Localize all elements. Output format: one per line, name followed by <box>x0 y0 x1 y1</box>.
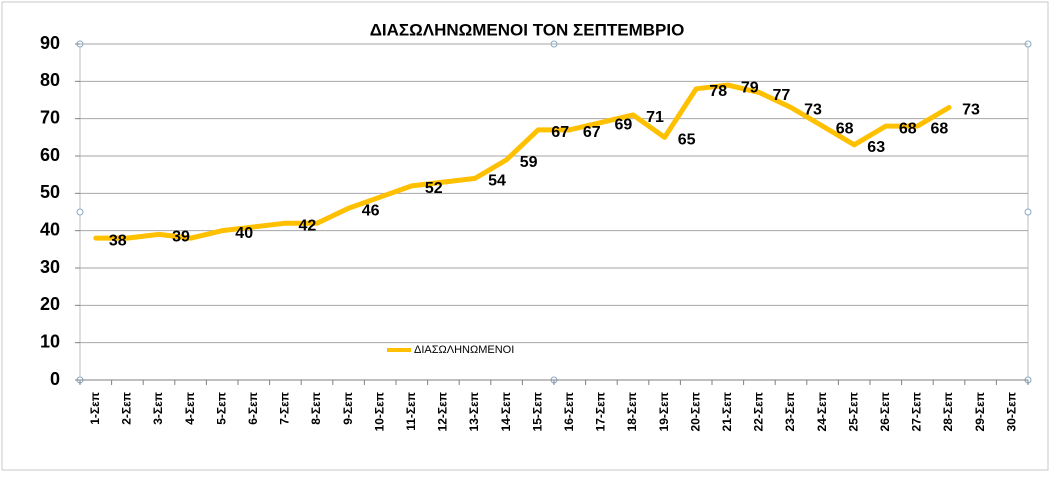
data-label: 71 <box>646 109 664 126</box>
data-label: 42 <box>299 217 317 234</box>
data-label: 65 <box>678 132 696 149</box>
x-tick-label: 23-Σεπ <box>783 392 797 431</box>
data-label: 68 <box>836 120 854 137</box>
x-tick-label: 26-Σεπ <box>878 392 892 431</box>
chart-title: ΔΙΑΣΩΛΗΝΩΜΕΝΟΙ ΤΟΝ ΣΕΠΤΕΜΒΡΙΟ <box>370 20 685 39</box>
y-tick-label: 60 <box>40 145 60 165</box>
x-tick-label: 1-Σεπ <box>88 392 102 425</box>
x-tick-label: 30-Σεπ <box>1004 392 1018 431</box>
x-tick-label: 20-Σεπ <box>688 392 702 431</box>
x-tick-label: 25-Σεπ <box>846 392 860 431</box>
x-tick-label: 4-Σεπ <box>183 392 197 425</box>
x-tick-label: 2-Σεπ <box>120 392 134 425</box>
x-tick-label: 15-Σεπ <box>530 392 544 431</box>
x-tick-label: 19-Σεπ <box>657 392 671 431</box>
x-tick-label: 10-Σεπ <box>372 392 386 431</box>
data-label: 78 <box>709 83 727 100</box>
x-tick-label: 29-Σεπ <box>973 392 987 431</box>
x-tick-label: 17-Σεπ <box>594 392 608 431</box>
y-tick-label: 90 <box>40 33 60 53</box>
x-tick-label: 7-Σεπ <box>278 392 292 425</box>
data-label: 38 <box>109 232 127 249</box>
x-tick-label: 18-Σεπ <box>625 392 639 431</box>
x-tick-label: 22-Σεπ <box>752 392 766 431</box>
data-label: 54 <box>488 173 506 190</box>
data-label: 67 <box>583 124 601 141</box>
x-tick-label: 21-Σεπ <box>720 392 734 431</box>
data-label: 77 <box>773 87 791 104</box>
data-label: 73 <box>962 102 980 119</box>
data-label: 79 <box>741 79 759 96</box>
x-tick-label: 14-Σεπ <box>499 392 513 431</box>
data-label: 67 <box>551 124 569 141</box>
y-tick-label: 10 <box>40 331 60 351</box>
x-tick-label: 16-Σεπ <box>562 392 576 431</box>
y-tick-label: 0 <box>50 369 60 389</box>
y-tick-label: 30 <box>40 257 60 277</box>
y-tick-label: 20 <box>40 294 60 314</box>
data-label: 40 <box>235 225 253 242</box>
y-tick-label: 50 <box>40 182 60 202</box>
x-tick-label: 6-Σεπ <box>246 392 260 425</box>
data-label: 73 <box>804 102 822 119</box>
data-label: 63 <box>867 139 885 156</box>
data-label: 59 <box>520 154 538 171</box>
x-tick-label: 27-Σεπ <box>910 392 924 431</box>
data-label: 46 <box>362 202 380 219</box>
y-tick-label: 70 <box>40 107 60 127</box>
data-label: 69 <box>615 117 633 134</box>
x-tick-label: 9-Σεπ <box>341 392 355 425</box>
data-label: 52 <box>425 180 443 197</box>
x-tick-label: 11-Σεπ <box>404 392 418 431</box>
y-tick-label: 40 <box>40 219 60 239</box>
x-tick-label: 8-Σεπ <box>309 392 323 425</box>
x-tick-label: 5-Σεπ <box>214 392 228 425</box>
x-tick-label: 12-Σεπ <box>436 392 450 431</box>
x-tick-label: 24-Σεπ <box>815 392 829 431</box>
y-tick-label: 80 <box>40 70 60 90</box>
data-label: 39 <box>172 229 190 246</box>
data-label: 68 <box>931 120 949 137</box>
data-label: 68 <box>899 120 917 137</box>
data-line <box>93 82 952 241</box>
x-tick-label: 13-Σεπ <box>467 392 481 431</box>
legend-label: ΔΙΑΣΩΛΗΝΩΜΕΝΟΙ <box>414 344 514 356</box>
x-tick-label: 3-Σεπ <box>151 392 165 425</box>
x-tick-label: 28-Σεπ <box>941 392 955 431</box>
